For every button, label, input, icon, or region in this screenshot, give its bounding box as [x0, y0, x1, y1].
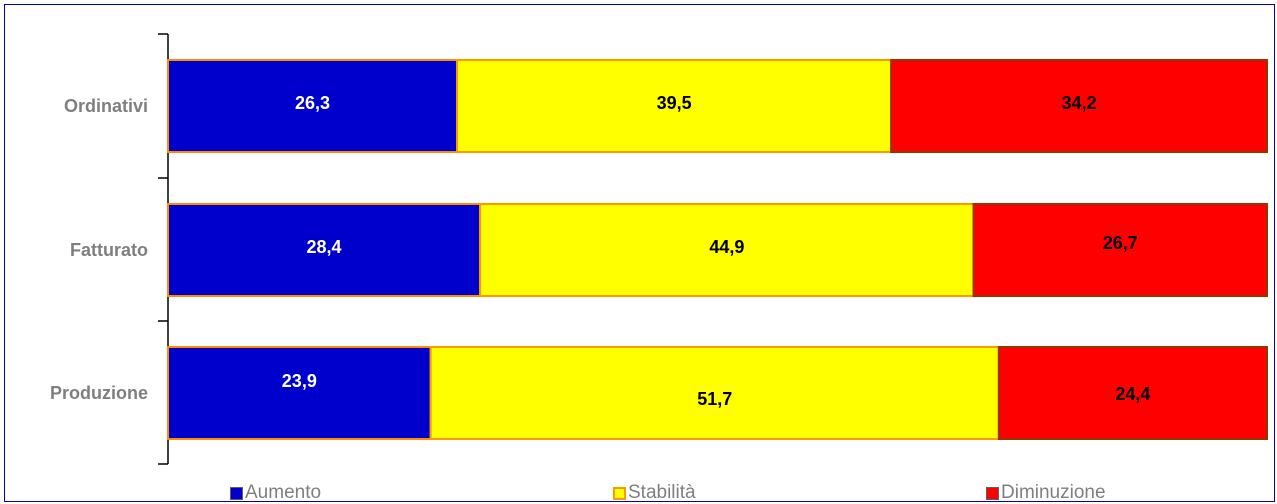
data-label: 39,5 [657, 93, 692, 113]
legend-item-diminuzione: Diminuzione [986, 482, 1106, 504]
bar-segment [456, 59, 893, 153]
data-label: 24,4 [1115, 384, 1150, 404]
data-label: 44,9 [709, 237, 744, 257]
data-label: 34,2 [1062, 93, 1097, 113]
legend-item-aumento: Aumento [230, 482, 321, 504]
bar-segment [167, 346, 432, 440]
legend-item-stabilita: Stabilità [613, 482, 696, 504]
data-label: 23,9 [282, 371, 317, 391]
data-label: 28,4 [307, 237, 342, 257]
legend-label-stabilita: Stabilità [628, 482, 696, 503]
stacked-bar-chart: Ordinativi 26,3 39,5 34,2 Fatturato 28,4 44,9 2… [50, 33, 1269, 465]
data-label: 26,3 [295, 93, 330, 113]
legend-label-aumento: Aumento [245, 482, 322, 503]
category-label: Produzione [50, 383, 148, 403]
category-label: Fatturato [70, 240, 148, 260]
bar-segment [167, 203, 482, 297]
data-label: 26,7 [1103, 233, 1138, 253]
category-label: Ordinativi [64, 96, 148, 116]
bar-segment [997, 346, 1268, 440]
bar-segment [972, 203, 1269, 297]
bar-segment [167, 59, 459, 153]
data-label: 51,7 [697, 389, 732, 409]
bar-segment [890, 59, 1269, 153]
legend-swatch-aumento [230, 486, 243, 500]
legend-label-diminuzione: Diminuzione [1001, 482, 1106, 503]
bar-segment [479, 203, 975, 297]
legend: Aumento Stabilità Diminuzione [0, 482, 1277, 504]
legend-swatch-diminuzione [986, 486, 999, 500]
legend-swatch-stabilita [613, 486, 626, 500]
